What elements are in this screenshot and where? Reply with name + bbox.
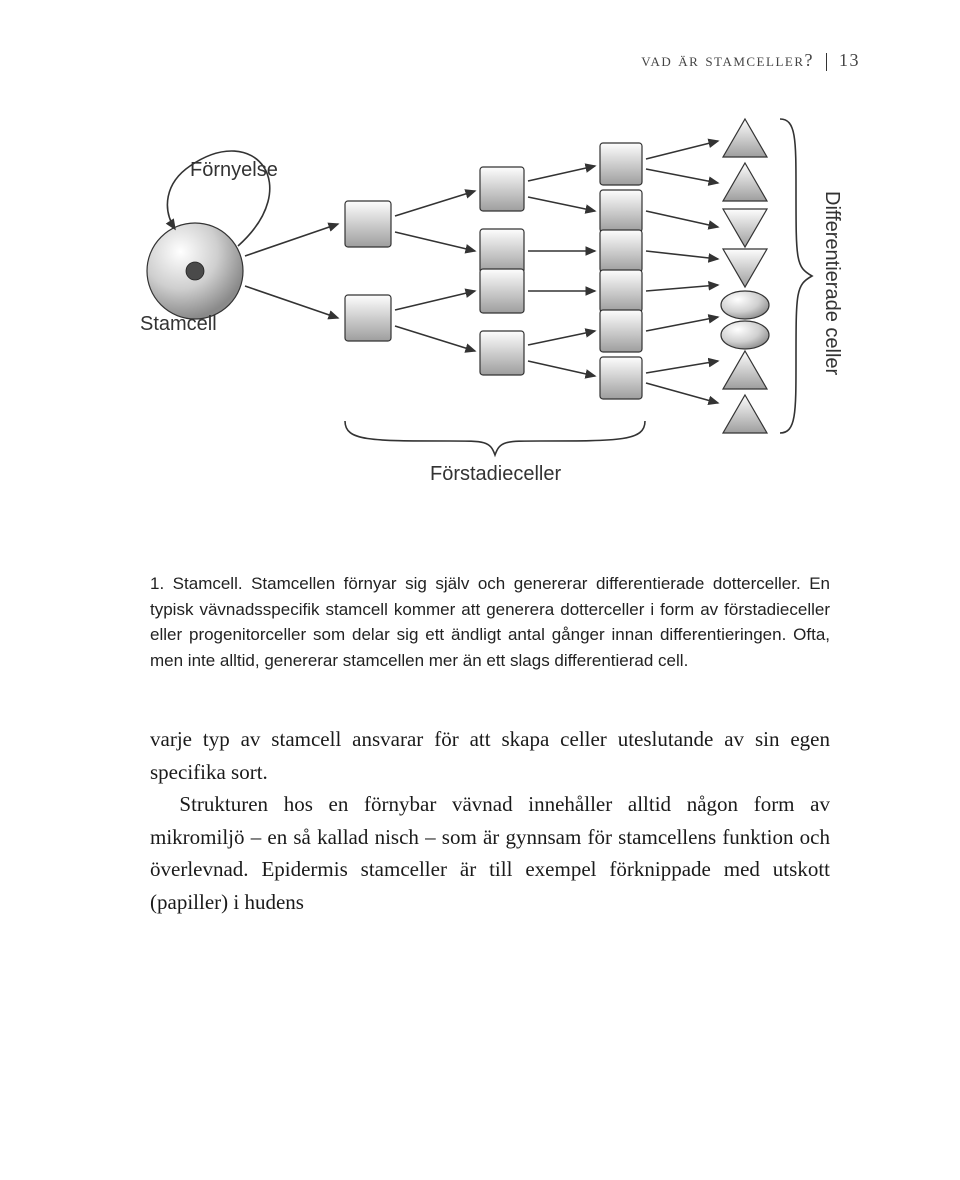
progenitor-c1-1 [345, 201, 391, 247]
arrow-c3-d4 [646, 251, 718, 259]
progenitor-c1-2 [345, 295, 391, 341]
header-divider [826, 53, 827, 71]
progenitor-c2-2 [480, 229, 524, 273]
arrow-sc-c1a [245, 224, 338, 256]
diff-tri-2 [723, 163, 767, 201]
arrow-c1a-c2a [395, 191, 475, 216]
running-title: vad är stamceller? [641, 50, 814, 70]
diff-tri-4 [723, 395, 767, 433]
stemcell-diagram: Förnyelse Stamcell Förstadieceller Diffe… [120, 111, 860, 541]
stemcell-nucleus [186, 262, 204, 280]
diff-invtri-2 [723, 249, 767, 287]
arrow-c2d-c3f [528, 361, 595, 376]
progenitor-c2-1 [480, 167, 524, 211]
diff-oval-2 [721, 321, 769, 349]
body-text: varje typ av stamcell ansvarar för att s… [150, 723, 830, 918]
diff-invtri-1 [723, 209, 767, 247]
label-renewal: Förnyelse [190, 159, 278, 182]
arrow-c2d-c3e [528, 331, 595, 345]
running-header: vad är stamceller? 13 [120, 50, 860, 71]
figure-caption: 1. Stamcell. Stamcellen förnyar sig själ… [150, 571, 830, 673]
progenitor-c3-4 [600, 270, 642, 312]
diff-tri-1 [723, 119, 767, 157]
arrow-c3-d5 [646, 285, 718, 291]
progenitor-c3-1 [600, 143, 642, 185]
caption-text: Stamcellen förnyar sig själv och generer… [150, 574, 830, 670]
progenitor-c3-3 [600, 230, 642, 272]
arrow-c1b-c2c [395, 291, 475, 310]
page-number: 13 [839, 50, 860, 70]
arrow-c3-d2 [646, 169, 718, 183]
bottom-brace [345, 421, 645, 455]
label-stemcell: Stamcell [140, 313, 217, 336]
arrow-c3-d1 [646, 141, 718, 159]
diff-oval-1 [721, 291, 769, 319]
body-p2: Strukturen hos en förnybar vävnad innehå… [150, 788, 830, 918]
caption-lead: 1. Stamcell. [150, 574, 243, 593]
body-p1: varje typ av stamcell ansvarar för att s… [150, 723, 830, 788]
arrow-c1b-c2d [395, 326, 475, 351]
label-progenitors: Förstadieceller [430, 463, 561, 486]
arrow-c3-d8 [646, 383, 718, 403]
arrow-c1a-c2b [395, 232, 475, 251]
diff-tri-3 [723, 351, 767, 389]
label-differentiated: Differentierade celler [820, 191, 843, 375]
progenitor-c2-3 [480, 269, 524, 313]
progenitor-c3-6 [600, 357, 642, 399]
arrow-c3-d7 [646, 361, 718, 373]
progenitor-c3-2 [600, 190, 642, 232]
right-brace [780, 119, 812, 433]
progenitor-c2-4 [480, 331, 524, 375]
arrow-sc-c1b [245, 286, 338, 318]
arrow-c2a-c3b [528, 197, 595, 211]
arrow-c3-d3 [646, 211, 718, 227]
arrow-c3-d6 [646, 317, 718, 331]
arrow-c2a-c3a [528, 166, 595, 181]
progenitor-c3-5 [600, 310, 642, 352]
